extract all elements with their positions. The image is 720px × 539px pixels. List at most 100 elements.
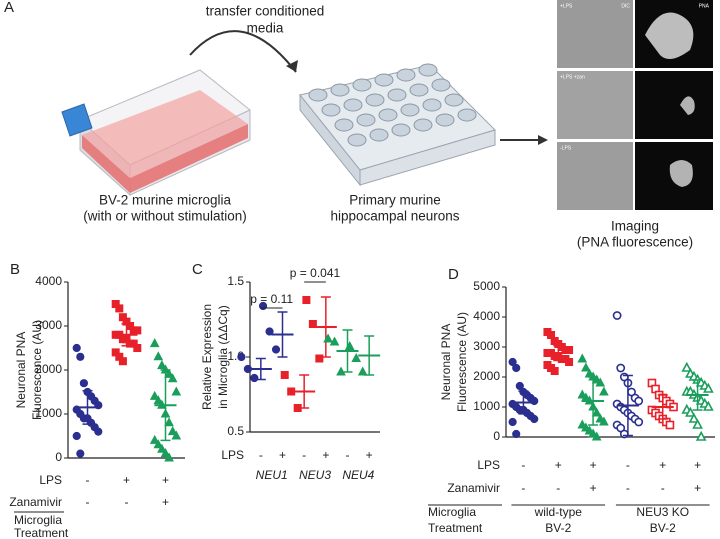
well-plate <box>299 63 496 187</box>
y-tick-label: 0.5 <box>227 424 244 438</box>
data-point <box>164 368 174 378</box>
image-label: DIC <box>621 3 630 9</box>
condition-value: + <box>590 481 597 495</box>
well <box>374 73 394 87</box>
y-tick-label: 1000 <box>35 406 62 420</box>
data-point <box>79 379 89 388</box>
y-axis-label: Neuronal PNA <box>439 324 453 401</box>
data-point <box>703 400 714 411</box>
data-point <box>72 431 81 441</box>
panel-label: A <box>4 0 14 16</box>
data-point <box>94 427 103 436</box>
data-point <box>695 430 707 441</box>
treatment-label: Treatment <box>428 521 483 535</box>
data-point <box>599 416 609 426</box>
data-point <box>508 357 517 367</box>
panel-label: C <box>192 261 203 278</box>
data-point <box>315 354 324 363</box>
data-point <box>115 304 124 313</box>
condition-value: + <box>162 495 169 509</box>
data-point <box>171 430 182 440</box>
arrow-label: media <box>247 21 284 36</box>
data-point <box>72 343 81 353</box>
well <box>391 123 411 137</box>
condition-value: + <box>694 458 701 472</box>
data-point <box>581 362 591 372</box>
y-tick-label: 4000 <box>473 309 500 323</box>
data-point <box>149 338 160 348</box>
image-label: +LPS +zan <box>560 74 585 80</box>
data-point <box>616 363 626 373</box>
data-point <box>357 366 368 376</box>
condition-value: + <box>279 448 286 462</box>
data-point <box>612 311 622 320</box>
data-point <box>591 407 602 417</box>
y-tick-label: 0 <box>55 450 62 464</box>
well <box>400 103 420 117</box>
data-point <box>344 340 355 350</box>
well <box>321 103 341 117</box>
data-point <box>530 396 539 406</box>
data-point <box>237 352 246 362</box>
data-point <box>692 418 703 429</box>
data-point <box>302 296 311 304</box>
step-caption: (PNA fluorescence) <box>577 235 693 250</box>
panel-label: D <box>448 266 459 283</box>
gene-label: NEU3 <box>299 468 331 482</box>
data-point <box>595 377 606 387</box>
y-tick-label: 3000 <box>35 318 62 332</box>
data-point <box>512 363 521 373</box>
data-point <box>160 448 171 458</box>
data-point <box>577 353 588 363</box>
condition-value: - <box>626 458 630 472</box>
step-caption: Imaging <box>611 219 659 234</box>
arrowhead <box>286 60 298 72</box>
data-point <box>271 345 281 354</box>
condition-value: + <box>694 481 701 495</box>
cell-line-label: BV-2 <box>650 521 676 535</box>
y-axis-label: Relative Expression <box>200 304 214 410</box>
well <box>422 98 442 112</box>
step-caption: hippocampal neurons <box>330 209 459 224</box>
image-label: +LPS <box>560 3 573 9</box>
flask <box>61 69 251 197</box>
well <box>369 128 389 142</box>
condition-label: Zanamivir <box>9 495 62 509</box>
data-point <box>530 414 539 424</box>
data-point <box>167 426 178 436</box>
cell-line-label: BV-2 <box>545 521 571 535</box>
data-point <box>685 406 696 417</box>
y-axis-label: Fluorescence (AU) <box>455 312 469 412</box>
cell-line-label: NEU3 KO <box>636 505 689 519</box>
data-point <box>164 452 174 462</box>
data-point <box>634 417 644 427</box>
data-point <box>703 382 714 393</box>
image-label: PNA <box>699 3 710 9</box>
well <box>347 133 367 147</box>
y-tick-label: 5000 <box>473 279 500 293</box>
data-point <box>329 336 340 346</box>
data-point <box>153 395 164 405</box>
condition-value: - <box>521 458 525 472</box>
condition-value: + <box>659 458 666 472</box>
condition-value: + <box>590 458 597 472</box>
y-axis-label: in Microglia (ΔΔCq) <box>216 305 230 408</box>
condition-value: - <box>125 495 129 509</box>
data-point <box>550 367 559 375</box>
gene-label: NEU4 <box>342 468 374 482</box>
data-point <box>250 373 259 383</box>
data-point <box>591 431 602 441</box>
p-value: p = 0.11 <box>250 292 293 306</box>
data-point <box>512 429 521 439</box>
data-point <box>688 412 700 423</box>
condition-label: LPS <box>477 458 500 472</box>
well <box>378 108 398 122</box>
well <box>352 78 372 92</box>
condition-value: - <box>86 495 90 509</box>
data-point <box>265 327 274 336</box>
condition-label: Zanamivir <box>447 481 500 495</box>
y-tick-label: 1.5 <box>227 274 244 288</box>
condition-value: - <box>302 448 306 462</box>
data-point <box>167 373 178 383</box>
